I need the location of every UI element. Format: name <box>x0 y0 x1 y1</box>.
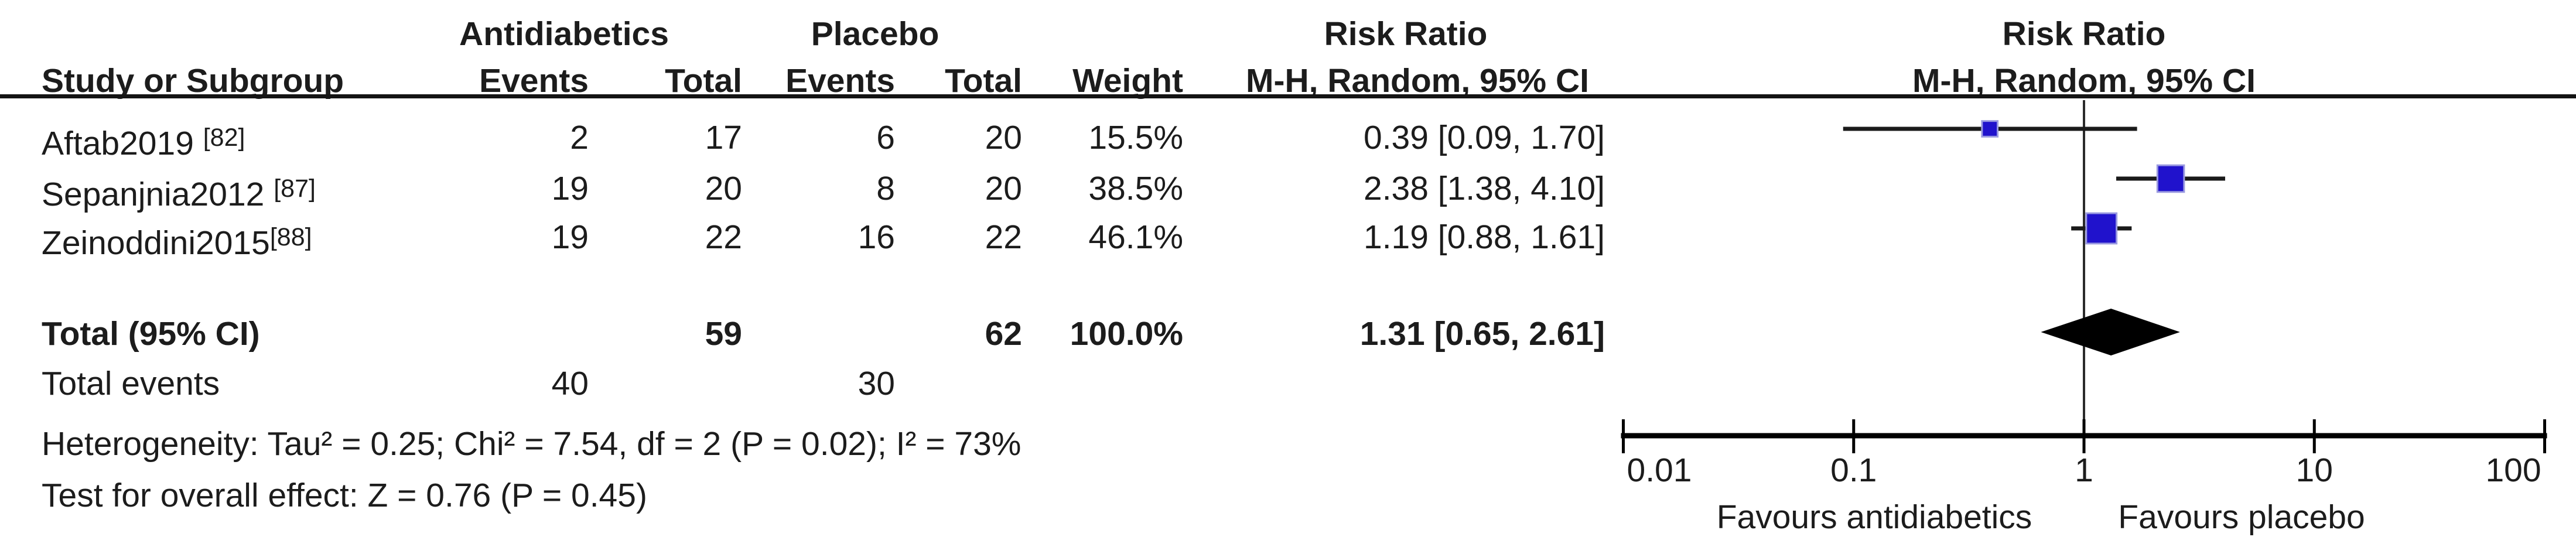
total-estimate-ci: 1.31 [0.65, 2.61] <box>1359 315 1605 353</box>
total-events-treatment: 40 <box>551 365 589 402</box>
column-header-row: Study or Subgroup Events Total Events To… <box>0 61 2576 101</box>
total-control-value: 22 <box>985 218 1022 256</box>
column-header-method-plot: M-H, Random, 95% CI <box>1912 62 2256 100</box>
header-divider-rule <box>0 94 2576 98</box>
x-axis-tick-label: 0.1 <box>1830 452 1877 489</box>
total-row: Total (95% CI) 59 62 100.0% 1.31 [0.65, … <box>0 314 2576 354</box>
total-control-sum: 62 <box>985 315 1022 353</box>
estimate-ci-value: 1.19 [0.88, 1.61] <box>1364 218 1605 256</box>
overall-effect-text: Test for overall effect: Z = 0.76 (P = 0… <box>42 477 647 514</box>
total-events-label: Total events <box>42 365 220 402</box>
effect-measure-table-header: Risk Ratio <box>1324 15 1488 53</box>
study-row: Sepanjnia2012 [87] 19 20 8 20 38.5% 2.38… <box>0 169 2576 213</box>
study-label: Zeinoddini2015[88] <box>42 217 312 263</box>
column-header-method-table: M-H, Random, 95% CI <box>1246 62 1589 100</box>
x-axis-tick-label: 1 <box>2075 452 2093 489</box>
x-axis-tick-label: 10 <box>2296 452 2333 489</box>
total-treatment-value: 17 <box>705 119 742 156</box>
total-label: Total (95% CI) <box>42 315 260 353</box>
events-control-value: 6 <box>876 119 895 156</box>
study-name: Aftab2019 <box>42 125 203 162</box>
total-control-value: 20 <box>985 170 1022 207</box>
heterogeneity-text: Heterogeneity: Tau² = 0.25; Chi² = 7.54,… <box>42 425 1021 463</box>
group-header-row: Antidiabetics Placebo Risk Ratio Risk Ra… <box>0 14 2576 54</box>
heterogeneity-row: Heterogeneity: Tau² = 0.25; Chi² = 7.54,… <box>0 424 2576 464</box>
study-name: Zeinoddini2015 <box>42 224 270 262</box>
overall-effect-row: Test for overall effect: Z = 0.76 (P = 0… <box>0 476 2576 515</box>
total-weight: 100.0% <box>1070 315 1183 353</box>
study-row: Aftab2019 [82] 2 17 6 20 15.5% 0.39 [0.0… <box>0 118 2576 162</box>
column-header-weight: Weight <box>1072 62 1183 100</box>
weight-value: 15.5% <box>1088 119 1183 156</box>
total-events-row: Total events 40 30 <box>0 364 2576 403</box>
summary-diamond <box>2041 309 2180 355</box>
total-events-control: 30 <box>857 365 895 402</box>
column-header-total-treatment: Total <box>665 62 742 100</box>
x-axis-tick-label: 100 <box>2485 452 2541 489</box>
events-control-value: 16 <box>857 218 895 256</box>
reference-superscript: [82] <box>203 124 245 152</box>
weight-value: 38.5% <box>1088 170 1183 207</box>
column-header-events-treatment: Events <box>479 62 589 100</box>
total-treatment-sum: 59 <box>705 315 742 353</box>
total-treatment-value: 22 <box>705 218 742 256</box>
total-control-value: 20 <box>985 119 1022 156</box>
events-control-value: 8 <box>876 170 895 207</box>
weight-value: 46.1% <box>1088 218 1183 256</box>
events-treatment-value: 19 <box>551 170 589 207</box>
effect-measure-plot-header: Risk Ratio <box>2002 15 2166 53</box>
study-label: Sepanjnia2012 [87] <box>42 169 316 214</box>
column-header-events-control: Events <box>785 62 895 100</box>
treatment-group-header: Antidiabetics <box>459 15 669 53</box>
study-weight-square <box>2085 212 2118 245</box>
favours-right-label: Favours placebo <box>2118 498 2365 536</box>
study-weight-square <box>2156 164 2185 193</box>
estimate-ci-value: 2.38 [1.38, 4.10] <box>1364 170 1605 207</box>
control-group-header: Placebo <box>811 15 939 53</box>
study-name: Sepanjnia2012 <box>42 176 274 213</box>
column-header-total-control: Total <box>945 62 1022 100</box>
column-header-study: Study or Subgroup <box>42 62 344 100</box>
reference-superscript: [87] <box>274 175 316 203</box>
events-treatment-value: 19 <box>551 218 589 256</box>
favours-left-label: Favours antidiabetics <box>1717 498 2032 536</box>
total-treatment-value: 20 <box>705 170 742 207</box>
reference-superscript: [88] <box>269 223 312 251</box>
estimate-ci-value: 0.39 [0.09, 1.70] <box>1364 119 1605 156</box>
study-label: Aftab2019 [82] <box>42 118 245 163</box>
x-axis-tick-label: 0.01 <box>1627 452 1692 489</box>
events-treatment-value: 2 <box>570 119 589 156</box>
study-weight-square <box>1981 120 1999 138</box>
study-row: Zeinoddini2015[88] 19 22 16 22 46.1% 1.1… <box>0 217 2576 262</box>
